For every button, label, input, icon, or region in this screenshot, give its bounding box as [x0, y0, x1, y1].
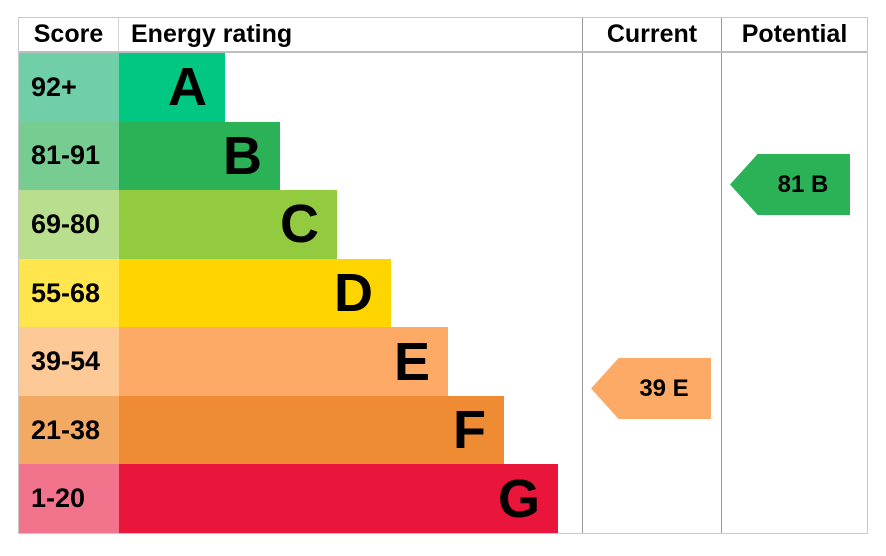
band-bar-a: A — [119, 53, 225, 122]
band-bar-cell: D — [119, 258, 582, 328]
band-letter: G — [497, 468, 540, 529]
score-range-label: 69-80 — [19, 190, 119, 259]
potential-column-cell — [721, 53, 867, 122]
potential-column-cell — [721, 121, 867, 191]
band-letter: B — [223, 125, 262, 186]
potential-column-cell — [721, 258, 867, 328]
score-range-label: 55-68 — [19, 258, 119, 328]
score-range-label: 39-54 — [19, 327, 119, 396]
band-row-a: 92+ A — [19, 53, 867, 122]
band-letter: A — [168, 57, 207, 118]
current-column-cell — [582, 121, 721, 191]
band-bar-c: C — [119, 190, 337, 259]
band-bar-g: G — [119, 464, 558, 534]
band-row-b: 81-91 B — [19, 121, 867, 191]
band-bar-cell: C — [119, 190, 582, 259]
band-row-d: 55-68 D — [19, 258, 867, 328]
potential-column-header: Potential — [721, 18, 867, 51]
current-column-cell — [582, 327, 721, 396]
band-row-f: 21-38 F — [19, 395, 867, 465]
chart-header-row: Score Energy rating Current Potential — [19, 18, 867, 53]
score-range-label: 1-20 — [19, 464, 119, 534]
band-row-c: 69-80 C — [19, 190, 867, 259]
potential-column-cell — [721, 464, 867, 534]
band-bar-b: B — [119, 121, 280, 191]
score-column-header: Score — [19, 18, 119, 51]
band-bar-e: E — [119, 327, 448, 396]
band-bar-cell: B — [119, 121, 582, 191]
epc-rating-chart: Score Energy rating Current Potential 92… — [18, 17, 868, 534]
rating-band-rows: 92+ A 81-91 B — [19, 53, 867, 534]
current-rating-arrow: 39 E — [591, 358, 711, 419]
current-column-cell — [582, 395, 721, 465]
potential-rating-label: 81 B — [777, 170, 829, 198]
band-bar-cell: G — [119, 464, 582, 534]
score-range-label: 21-38 — [19, 395, 119, 465]
band-row-g: 1-20 G — [19, 464, 867, 534]
current-column-cell — [582, 190, 721, 259]
score-range-label: 81-91 — [19, 121, 119, 191]
band-row-e: 39-54 E — [19, 327, 867, 396]
current-column-header: Current — [582, 18, 721, 51]
current-column-cell — [582, 464, 721, 534]
potential-column-cell — [721, 395, 867, 465]
band-bar-d: D — [119, 258, 391, 328]
current-column-cell — [582, 53, 721, 122]
potential-column-cell — [721, 327, 867, 396]
band-bar-cell: A — [119, 53, 582, 122]
band-bar-f: F — [119, 395, 504, 465]
band-bar-cell: E — [119, 327, 582, 396]
current-rating-label: 39 E — [639, 374, 689, 402]
band-letter: D — [334, 263, 373, 324]
band-letter: E — [393, 331, 430, 392]
band-letter: F — [453, 400, 486, 461]
potential-column-cell — [721, 190, 867, 259]
score-range-label: 92+ — [19, 53, 119, 122]
current-column-cell — [582, 258, 721, 328]
band-bar-cell: F — [119, 395, 582, 465]
band-letter: C — [280, 194, 319, 255]
energy-rating-column-header: Energy rating — [131, 20, 293, 48]
potential-rating-arrow: 81 B — [730, 154, 850, 215]
